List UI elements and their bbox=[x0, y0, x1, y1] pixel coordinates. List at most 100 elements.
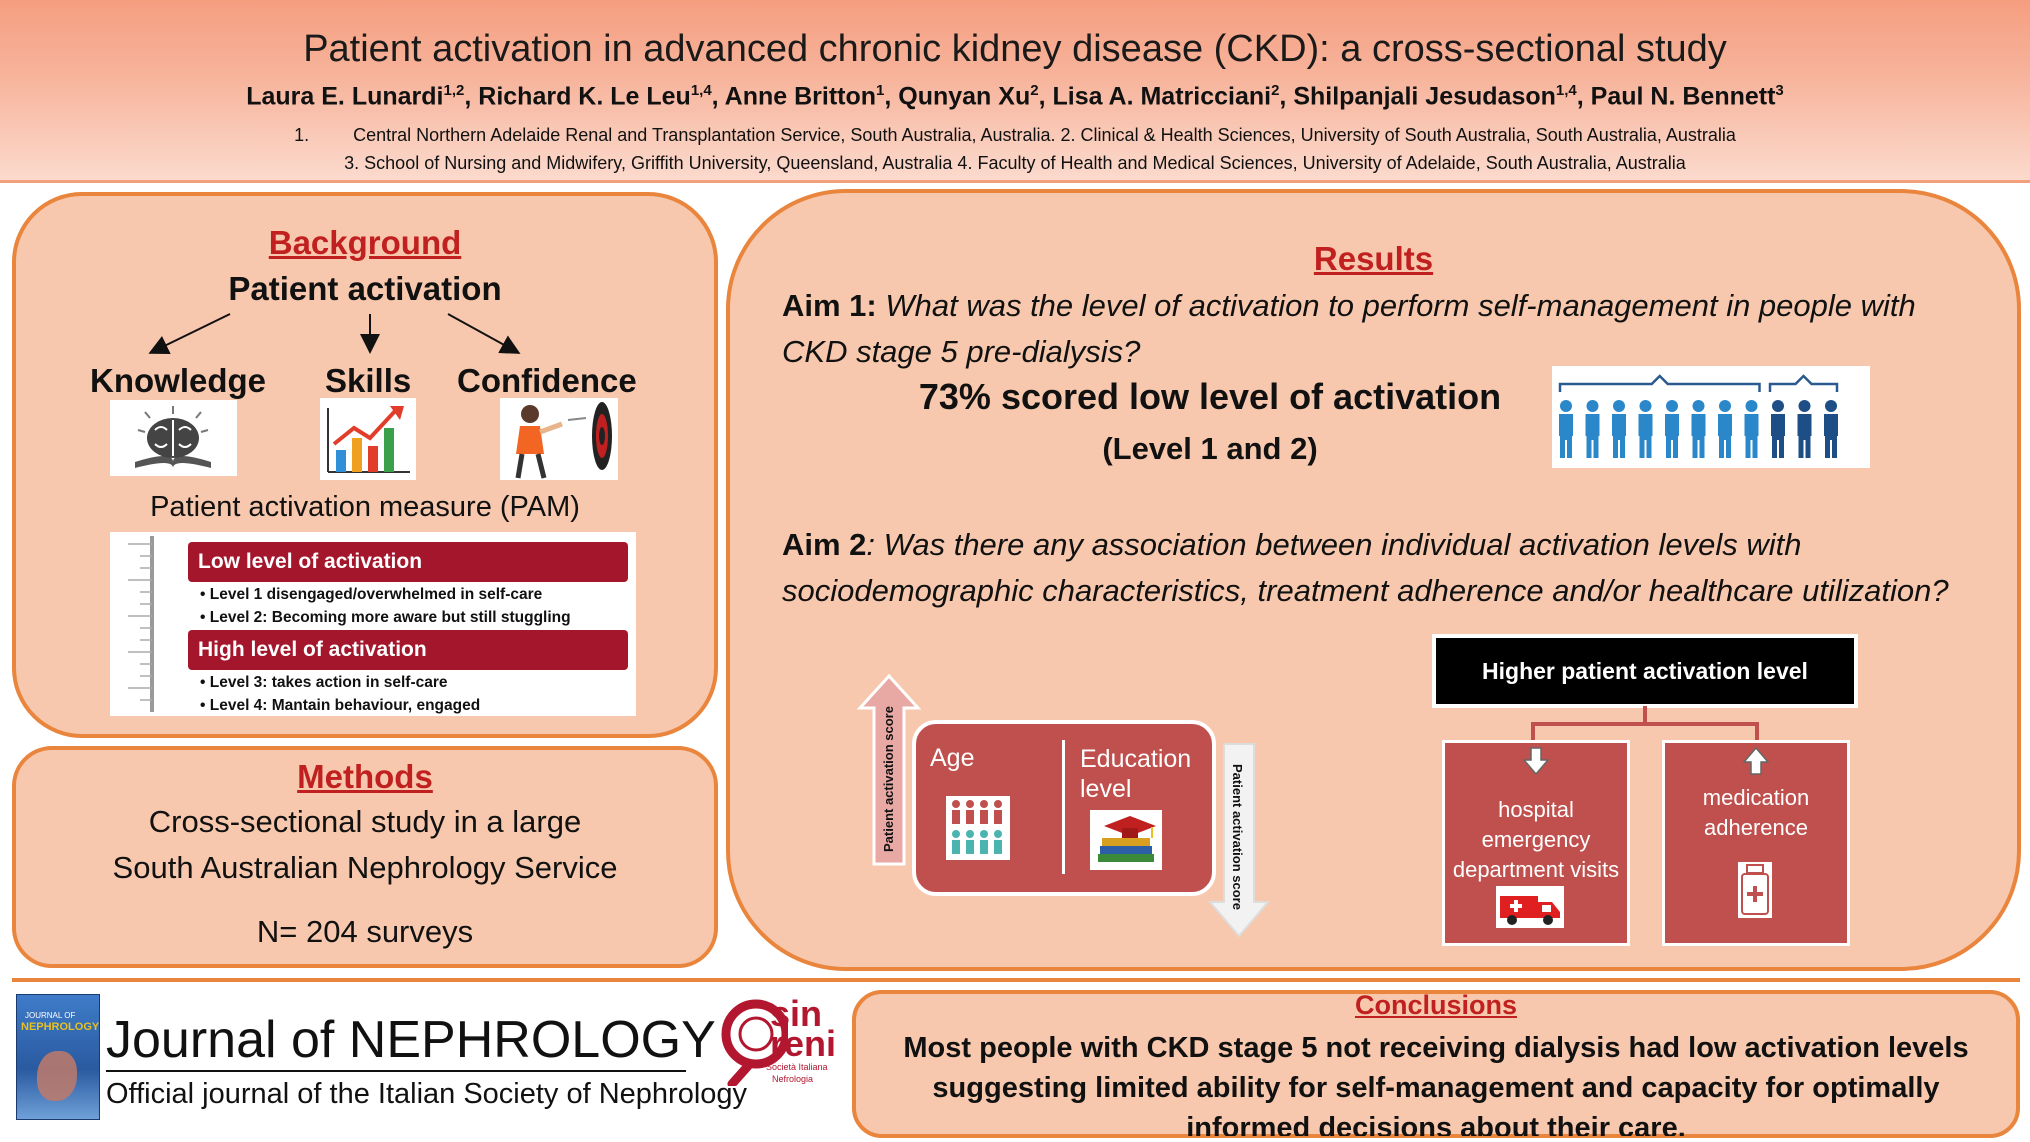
methods-sample-size: N= 204 surveys bbox=[256, 914, 474, 949]
age-label: Age bbox=[930, 744, 975, 772]
poster-title: Patient activation in advanced chronic k… bbox=[303, 28, 1727, 70]
author-name: Qunyan Xu bbox=[898, 82, 1031, 111]
methods-line-2: South Australian Nephrology Service bbox=[112, 850, 618, 885]
author-name: Lisa A. Matricciani bbox=[1052, 82, 1272, 111]
methods-title: Methods bbox=[297, 758, 433, 795]
aim-2: Aim 2: Was there any association between… bbox=[782, 522, 1962, 614]
author-separator: , bbox=[884, 82, 899, 111]
author-affiliation-sup: 3 bbox=[1775, 82, 1784, 99]
down-arrow-icon bbox=[1207, 743, 1271, 938]
pam-levels-table: Low level of activation • Level 1 diseng… bbox=[110, 532, 636, 716]
journal-title: Journal of NEPHROLOGY bbox=[106, 1011, 716, 1069]
author-affiliation-sup: 2 bbox=[1271, 82, 1280, 99]
person-icon bbox=[1691, 400, 1706, 458]
emergency-visits-label: hospital emergency department visits bbox=[1452, 797, 1620, 882]
up-arrow-small-icon bbox=[1742, 746, 1770, 775]
conclusions-panel bbox=[852, 990, 2020, 1138]
aim-1-question: What was the level of activation to perf… bbox=[782, 288, 1916, 369]
pillar-knowledge: Knowledge bbox=[90, 362, 267, 399]
author-name: Laura E. Lunardi bbox=[246, 82, 444, 111]
person-icon bbox=[1797, 400, 1812, 458]
person-icon bbox=[1559, 400, 1573, 458]
dart-target-icon bbox=[500, 398, 618, 480]
person-icon bbox=[1612, 400, 1626, 458]
person-icon bbox=[1638, 400, 1653, 458]
person-icon bbox=[1824, 400, 1838, 458]
person-icon bbox=[1744, 400, 1759, 458]
down-arrow-small-icon bbox=[1522, 747, 1550, 776]
graduation-books-icon bbox=[1090, 810, 1162, 870]
pam-title: Patient activation measure (PAM) bbox=[150, 491, 580, 523]
level-4-item: • Level 4: Mantain behaviour, engaged bbox=[200, 697, 481, 714]
journal-underline bbox=[106, 1070, 686, 1072]
author-name: Richard K. Le Leu bbox=[478, 82, 691, 111]
author-name: Anne Britton bbox=[724, 82, 877, 111]
author-affiliation-sup: 1,4 bbox=[1555, 82, 1577, 99]
author-separator: , bbox=[711, 82, 725, 111]
aim-1-label: Aim 1: bbox=[782, 288, 877, 323]
level-2-item: • Level 2: Becoming more aware but still… bbox=[200, 609, 571, 626]
level-1-item: • Level 1 disengaged/overwhelmed in self… bbox=[200, 586, 543, 603]
author-name: Paul N. Bennett bbox=[1590, 82, 1776, 111]
ambulance-icon bbox=[1496, 886, 1564, 928]
affiliation-number: 1. bbox=[294, 125, 310, 145]
logo-small-text: Società Italiana bbox=[766, 1062, 828, 1072]
aim-1-result-sub: (Level 1 and 2) bbox=[1102, 431, 1318, 466]
methods-line-1: Cross-sectional study in a large bbox=[148, 804, 582, 839]
results-title: Results bbox=[1313, 240, 1434, 277]
concept-arrows bbox=[148, 313, 521, 354]
author-separator: , bbox=[1038, 82, 1053, 111]
logo-reni-text: reni bbox=[770, 1023, 837, 1064]
growth-chart-icon bbox=[320, 398, 416, 480]
pillar-confidence: Confidence bbox=[457, 362, 637, 399]
medication-adherence-label: medication adherence bbox=[1702, 785, 1810, 840]
author-name: Shilpanjali Jesudason bbox=[1293, 82, 1556, 111]
aim-1: Aim 1: What was the level of activation … bbox=[782, 283, 1952, 375]
people-proportion-graphic bbox=[1552, 366, 1870, 468]
low-activation-bar: Low level of activation bbox=[188, 542, 628, 582]
people-icons bbox=[1558, 374, 1839, 458]
brain-book-icon bbox=[110, 400, 237, 476]
person-icon bbox=[1665, 400, 1679, 458]
high-activation-bar: High level of activation bbox=[188, 630, 628, 670]
logo-small-text-2: Nefrologia bbox=[772, 1074, 814, 1084]
aim-2-label: Aim 2 bbox=[782, 527, 867, 562]
aim-1-result: 73% scored low level of activation bbox=[918, 376, 1502, 417]
author-affiliation-sup: 1 bbox=[876, 82, 885, 99]
author-list: Laura E. Lunardi1,2, Richard K. Le Leu1,… bbox=[0, 82, 2030, 111]
methods-panel bbox=[12, 746, 718, 968]
header-banner bbox=[0, 0, 2030, 183]
person-icon bbox=[1771, 400, 1785, 458]
person-icon bbox=[1585, 400, 1600, 458]
pillar-skills: Skills bbox=[325, 362, 412, 399]
footer-divider bbox=[12, 978, 2020, 982]
education-label: Education level bbox=[1080, 745, 1192, 803]
down-arrow-label: Patient activation score bbox=[1092, 764, 1252, 910]
affiliations-line-2: 3. School of Nursing and Midwifery, Grif… bbox=[344, 153, 1686, 173]
person-icon bbox=[1718, 400, 1732, 458]
logo-ring-icon bbox=[721, 999, 788, 1086]
author-separator: , bbox=[1576, 82, 1591, 111]
conclusions-text: Most people with CKD stage 5 not receivi… bbox=[903, 1032, 1969, 1136]
background-title: Background bbox=[268, 224, 462, 261]
box-divider bbox=[1062, 740, 1065, 874]
author-separator: , bbox=[1279, 82, 1294, 111]
high-level-brace bbox=[1768, 374, 1839, 392]
journal-cover-thumbnail: JOURNAL OF NEPHROLOGY bbox=[16, 994, 100, 1120]
ruler-icon bbox=[128, 536, 154, 712]
medicine-bottle-icon bbox=[1738, 862, 1772, 918]
affiliations-line-1: 1. Central Northern Adelaide Renal and Tr… bbox=[0, 125, 2030, 146]
level-3-item: • Level 3: takes action in self-care bbox=[200, 674, 448, 691]
author-affiliation-sup: 2 bbox=[1030, 82, 1039, 99]
conclusions-title: Conclusions bbox=[1354, 990, 1517, 1020]
author-affiliation-sup: 1,2 bbox=[443, 82, 465, 99]
higher-activation-box: Higher patient activation level bbox=[1432, 634, 1858, 708]
age-people-icon bbox=[946, 796, 1010, 860]
journal-subtitle: Official journal of the Italian Society … bbox=[106, 1078, 748, 1110]
author-separator: , bbox=[464, 82, 479, 111]
low-level-brace bbox=[1558, 374, 1761, 392]
author-affiliation-sup: 1,4 bbox=[690, 82, 712, 99]
up-arrow-icon bbox=[856, 674, 922, 866]
patient-activation-heading: Patient activation bbox=[228, 270, 502, 307]
sin-reni-logo: sin reni Società Italiana Nefrologia bbox=[718, 996, 850, 1092]
